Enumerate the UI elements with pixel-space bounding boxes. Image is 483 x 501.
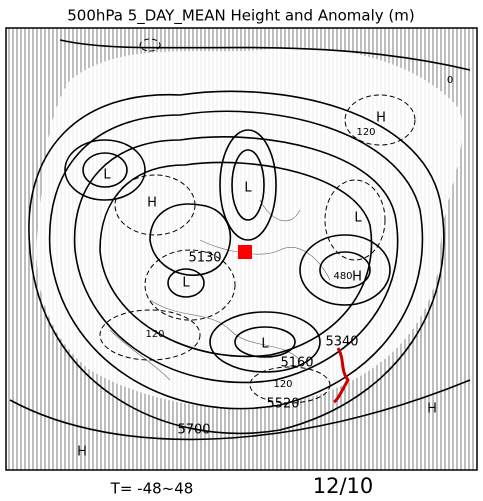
range-label: T= -48~48 xyxy=(110,480,194,498)
title: 500hPa 5_DAY_MEAN Height and Anomaly (m) xyxy=(67,7,414,26)
height-label: 5520 xyxy=(266,397,299,412)
high-marker: H xyxy=(376,111,386,126)
low-marker: L xyxy=(103,168,111,183)
height-label: 5160 xyxy=(280,356,313,371)
anomaly-contours xyxy=(99,38,416,404)
height-label: 5130 xyxy=(188,251,221,266)
anomaly-label: 120 xyxy=(356,127,375,138)
marker xyxy=(238,245,252,259)
anomaly-label: 0 xyxy=(447,75,453,86)
anomaly-label: 120 xyxy=(273,379,292,390)
low-marker: L xyxy=(354,211,362,226)
high-marker: H xyxy=(77,445,87,460)
high-marker: H xyxy=(147,196,157,211)
coastlines xyxy=(109,199,331,381)
high-marker: H xyxy=(427,402,437,417)
height-label: 5700 xyxy=(177,423,210,438)
anomaly-label: 480 xyxy=(333,271,352,282)
height-contours xyxy=(9,39,471,441)
low-marker: L xyxy=(244,181,252,196)
low-marker: L xyxy=(261,337,269,352)
low-marker: L xyxy=(182,276,190,291)
height-label: 5340 xyxy=(325,335,358,350)
date-label: 12/10 xyxy=(313,474,374,498)
red-line xyxy=(333,347,350,404)
high-marker: H xyxy=(352,270,362,285)
map: 5130 5340 5160 5520 5700 H H H H H L L L… xyxy=(5,27,478,471)
anomaly-label: 120 xyxy=(145,329,164,340)
map-labels: 5130 5340 5160 5520 5700 H H H H H L L L… xyxy=(77,75,453,460)
